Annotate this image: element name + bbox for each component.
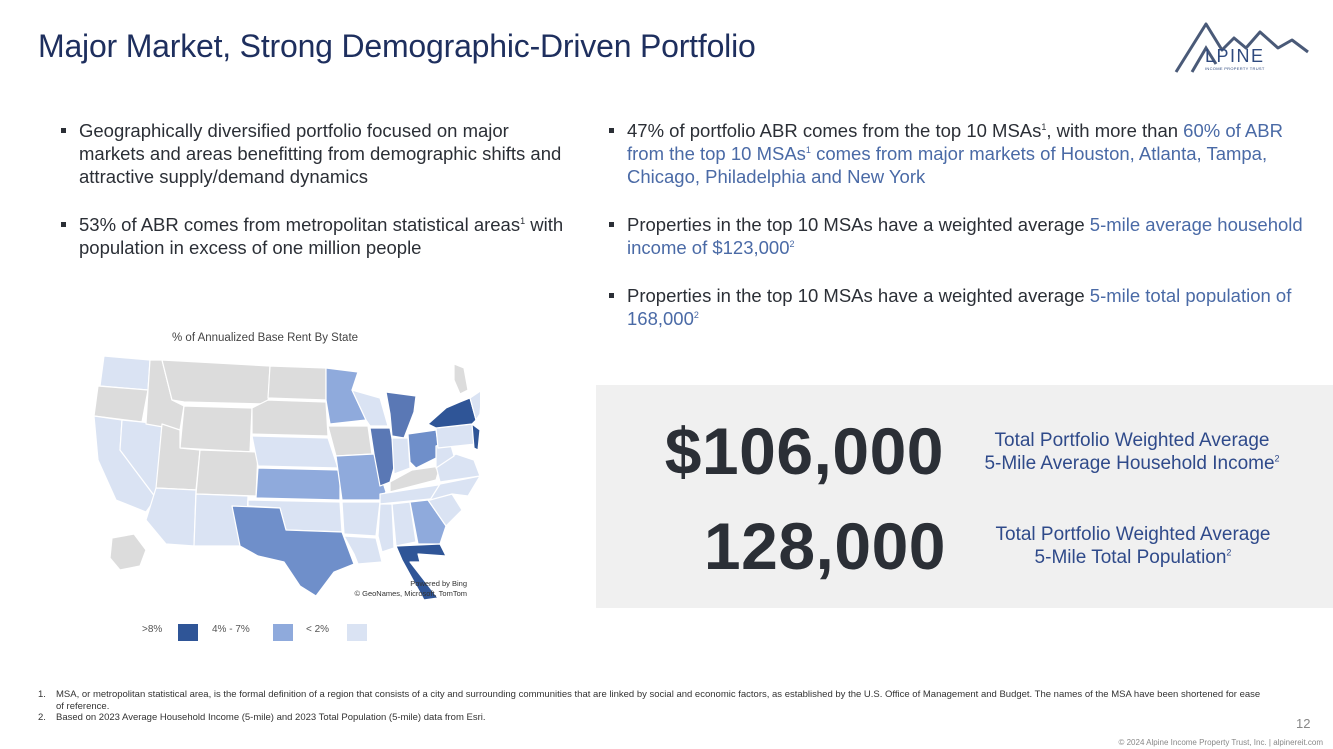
state-ne xyxy=(251,435,339,469)
page-title: Major Market, Strong Demographic-Driven … xyxy=(38,28,756,64)
stat-value-population: 128,000 xyxy=(703,509,946,583)
state-tx xyxy=(231,505,355,597)
stat-value-income: $106,000 xyxy=(664,414,944,488)
state-co xyxy=(195,449,259,497)
state-ne-states xyxy=(469,390,480,421)
footnotes: 1. MSA, or metropolitan statistical area,… xyxy=(38,689,1268,724)
stats-panel xyxy=(596,385,1333,608)
legend-label-mid: 4% - 7% xyxy=(212,624,250,635)
state-la xyxy=(343,535,383,565)
logo-wordmark: LPINE xyxy=(1205,46,1265,66)
legend-swatch-mid xyxy=(273,624,293,641)
right-bullet-list: 47% of portfolio ABR comes from the top … xyxy=(609,119,1309,355)
legend-label-lt2: < 2% xyxy=(306,624,330,635)
bullet-item: 53% of ABR comes from metropolitan stati… xyxy=(61,213,571,259)
state-mt xyxy=(161,359,271,405)
state-nj xyxy=(471,423,480,451)
state-wa xyxy=(99,355,151,391)
state-ny xyxy=(427,397,477,429)
state-oh xyxy=(407,429,441,469)
state-ia xyxy=(327,425,373,457)
state-ak xyxy=(109,533,147,571)
legend-label-gt8: >8% xyxy=(142,624,163,635)
state-al xyxy=(391,501,417,547)
bullet-item: Properties in the top 10 MSAs have a wei… xyxy=(609,284,1309,330)
state-nd xyxy=(267,365,327,401)
state-ga xyxy=(409,499,447,545)
state-ms xyxy=(377,503,395,553)
left-bullet-list: Geographically diversified portfolio foc… xyxy=(61,119,571,284)
map-title: % of Annualized Base Rent By State xyxy=(172,332,359,344)
legend-swatch-lt2 xyxy=(347,624,367,641)
state-wi xyxy=(351,389,389,427)
stat-label-income: Total Portfolio Weighted Average 5-Mile … xyxy=(984,430,1280,474)
state-ar xyxy=(341,501,381,537)
copyright: © 2024 Alpine Income Property Trust, Inc… xyxy=(1118,738,1323,747)
alpine-logo-icon xyxy=(1174,22,1309,73)
state-me xyxy=(453,363,469,395)
page-number: 12 xyxy=(1296,716,1311,731)
us-state-map xyxy=(93,355,480,601)
map-credit: Powered by Bing © GeoNames, Microsoft, T… xyxy=(354,579,468,598)
logo-subtitle: INCOME PROPERTY TRUST xyxy=(1205,66,1265,71)
bullet-item: 47% of portfolio ABR comes from the top … xyxy=(609,119,1309,188)
bullet-item: Geographically diversified portfolio foc… xyxy=(61,119,571,188)
state-in xyxy=(391,437,411,475)
footnote-item: 1. MSA, or metropolitan statistical area,… xyxy=(38,689,1261,712)
stat-label-population: Total Portfolio Weighted Average 5-Mile … xyxy=(995,524,1271,568)
footnote-item: 2. Based on 2023 Average Household Income… xyxy=(38,712,486,723)
state-wy xyxy=(179,405,253,453)
state-fl xyxy=(395,543,447,601)
bullet-item: Properties in the top 10 MSAs have a wei… xyxy=(609,213,1309,259)
state-sd xyxy=(251,399,329,437)
legend-swatch-gt8 xyxy=(178,624,198,641)
state-ks xyxy=(255,467,341,501)
state-az xyxy=(145,487,197,547)
